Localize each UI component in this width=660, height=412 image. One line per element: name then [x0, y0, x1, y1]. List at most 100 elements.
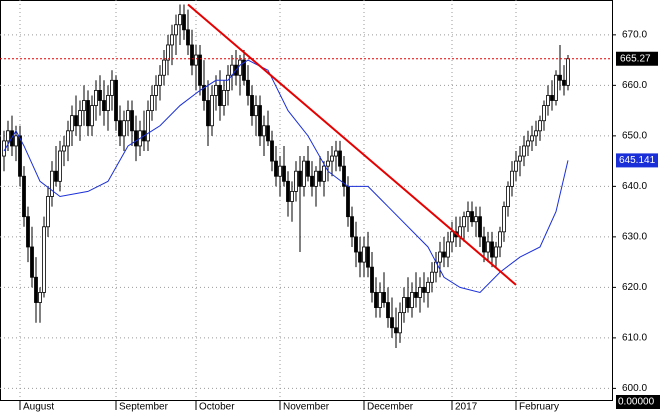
candle-body: [330, 155, 334, 162]
candle-body: [102, 100, 106, 112]
candle-body: [202, 84, 206, 101]
candle-body: [258, 105, 262, 137]
y-tick-label: 620.0: [622, 282, 647, 293]
readout-box: [616, 395, 660, 409]
candle-body: [46, 196, 50, 228]
candle-body: [158, 74, 162, 86]
candle-body: [106, 95, 110, 112]
y-tick-label: 630.0: [622, 232, 647, 243]
candle-body: [90, 105, 94, 127]
candle-body: [526, 140, 530, 147]
candle-body: [78, 110, 82, 127]
candle-body: [310, 175, 314, 187]
candle-body: [34, 276, 38, 303]
y-tick-label: 650.0: [622, 130, 647, 141]
candle-body: [30, 246, 34, 278]
y-tick-label: 640.0: [622, 181, 647, 192]
candle-body: [418, 286, 422, 298]
candle-body: [66, 130, 70, 147]
candle-body: [74, 115, 78, 127]
candle-body: [550, 95, 554, 101]
candle-body: [194, 54, 198, 66]
candle-body: [198, 54, 202, 86]
candle-body: [178, 14, 182, 26]
candle-body: [290, 191, 294, 202]
candle-body: [318, 170, 322, 182]
candle-body: [382, 292, 386, 303]
candle-body: [182, 14, 186, 31]
candle-body: [538, 120, 542, 132]
candle-body: [494, 246, 498, 258]
candle-body: [174, 24, 178, 36]
x-tick-label: August: [23, 402, 54, 412]
candle-body: [94, 90, 98, 106]
candle-body: [306, 160, 310, 177]
candle-body: [514, 160, 518, 172]
candle-body: [510, 170, 514, 187]
candle-body: [386, 302, 390, 319]
candle-body: [490, 241, 494, 258]
candle-body: [274, 160, 278, 177]
candle-body: [42, 226, 46, 293]
candle-body: [86, 100, 90, 127]
candle-body: [506, 185, 510, 207]
candle-body: [530, 135, 534, 142]
candle-body: [150, 95, 154, 112]
candle-body: [98, 90, 102, 101]
candle-body: [50, 170, 54, 197]
candle-body: [270, 140, 274, 162]
x-tick-label: October: [199, 402, 235, 412]
candle-body: [14, 135, 18, 147]
candle-body: [478, 216, 482, 238]
candle-body: [406, 297, 410, 308]
candle-body: [298, 170, 302, 187]
candle-body: [534, 130, 538, 137]
candle-body: [566, 58, 570, 86]
candle-body: [146, 110, 150, 142]
candle-body: [370, 266, 374, 293]
candle-body: [246, 79, 250, 96]
last-price-box: [616, 51, 658, 66]
x-tick-label: December: [367, 402, 414, 412]
candle-body: [58, 150, 62, 182]
candle-body: [474, 216, 478, 223]
ma-value-label: 645.141: [619, 155, 656, 166]
x-tick-label: September: [119, 402, 169, 412]
candle-body: [426, 281, 430, 293]
y-tick-label: 600.0: [622, 383, 647, 394]
candle-body: [154, 84, 158, 96]
candle-body: [410, 292, 414, 308]
readout-label: 0.00000: [618, 397, 655, 408]
candle-body: [346, 185, 350, 218]
candle-body: [226, 74, 230, 91]
candle-body: [542, 105, 546, 122]
candle-body: [562, 79, 566, 86]
candle-body: [438, 251, 442, 263]
candle-body: [22, 175, 26, 218]
candle-body: [26, 216, 30, 248]
candle-body: [322, 165, 326, 182]
trendline: [187, 3, 517, 286]
candle-body: [462, 216, 466, 228]
candle-body: [262, 125, 266, 137]
candle-body: [390, 317, 394, 329]
candle-body: [486, 241, 490, 253]
candle-body: [482, 236, 486, 253]
candle-body: [170, 34, 174, 46]
candle-body: [238, 59, 242, 76]
candle-body: [278, 165, 282, 177]
candle-body: [286, 180, 290, 202]
candle-body: [358, 251, 362, 263]
x-tick-label: November: [283, 402, 330, 412]
candle-body: [130, 110, 134, 132]
candle-body: [498, 231, 502, 248]
candle-body: [398, 312, 402, 334]
candle-body: [342, 165, 346, 187]
candle-body: [430, 271, 434, 283]
x-tick-label: February: [519, 402, 559, 412]
candle-body: [414, 292, 418, 298]
candle-body: [242, 59, 246, 81]
candle-body: [186, 29, 190, 46]
ma-value-box: [616, 153, 658, 168]
